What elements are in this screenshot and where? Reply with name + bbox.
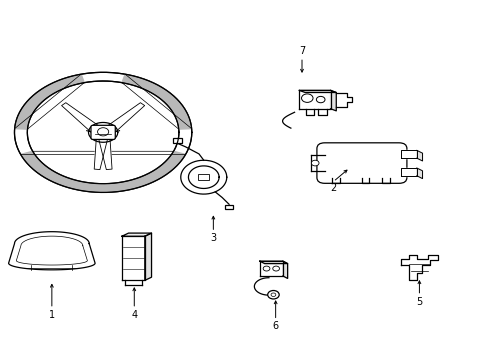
- Bar: [198, 174, 208, 180]
- Polygon shape: [299, 90, 330, 109]
- Circle shape: [311, 160, 318, 166]
- Polygon shape: [20, 151, 185, 192]
- Polygon shape: [9, 232, 95, 270]
- Polygon shape: [107, 103, 144, 132]
- Bar: [172, 138, 182, 143]
- Polygon shape: [282, 261, 287, 278]
- Polygon shape: [259, 261, 287, 264]
- Polygon shape: [181, 160, 226, 194]
- Polygon shape: [122, 236, 144, 280]
- Polygon shape: [401, 150, 416, 158]
- Bar: [225, 205, 232, 209]
- Polygon shape: [416, 150, 422, 161]
- Circle shape: [270, 293, 275, 297]
- Polygon shape: [122, 74, 191, 129]
- Text: 7: 7: [298, 46, 305, 56]
- Circle shape: [272, 266, 279, 271]
- Circle shape: [316, 96, 325, 103]
- Polygon shape: [98, 137, 112, 170]
- Polygon shape: [122, 233, 151, 236]
- Text: 6: 6: [272, 321, 278, 332]
- Polygon shape: [15, 74, 84, 129]
- Polygon shape: [299, 90, 336, 93]
- Circle shape: [267, 291, 279, 299]
- Circle shape: [263, 266, 269, 271]
- Polygon shape: [61, 103, 99, 132]
- Text: 2: 2: [329, 183, 336, 193]
- Text: 4: 4: [131, 310, 137, 320]
- Text: 1: 1: [49, 310, 55, 320]
- Polygon shape: [416, 168, 422, 179]
- Polygon shape: [27, 81, 179, 184]
- Polygon shape: [259, 261, 282, 276]
- FancyBboxPatch shape: [91, 125, 115, 139]
- FancyBboxPatch shape: [316, 143, 406, 183]
- Polygon shape: [330, 90, 336, 111]
- Circle shape: [98, 128, 108, 136]
- Polygon shape: [400, 255, 437, 280]
- Polygon shape: [144, 233, 151, 280]
- Polygon shape: [94, 137, 107, 170]
- Text: 5: 5: [415, 297, 422, 307]
- Polygon shape: [88, 122, 118, 142]
- Circle shape: [301, 94, 312, 102]
- Text: 3: 3: [210, 233, 216, 243]
- Polygon shape: [401, 168, 416, 176]
